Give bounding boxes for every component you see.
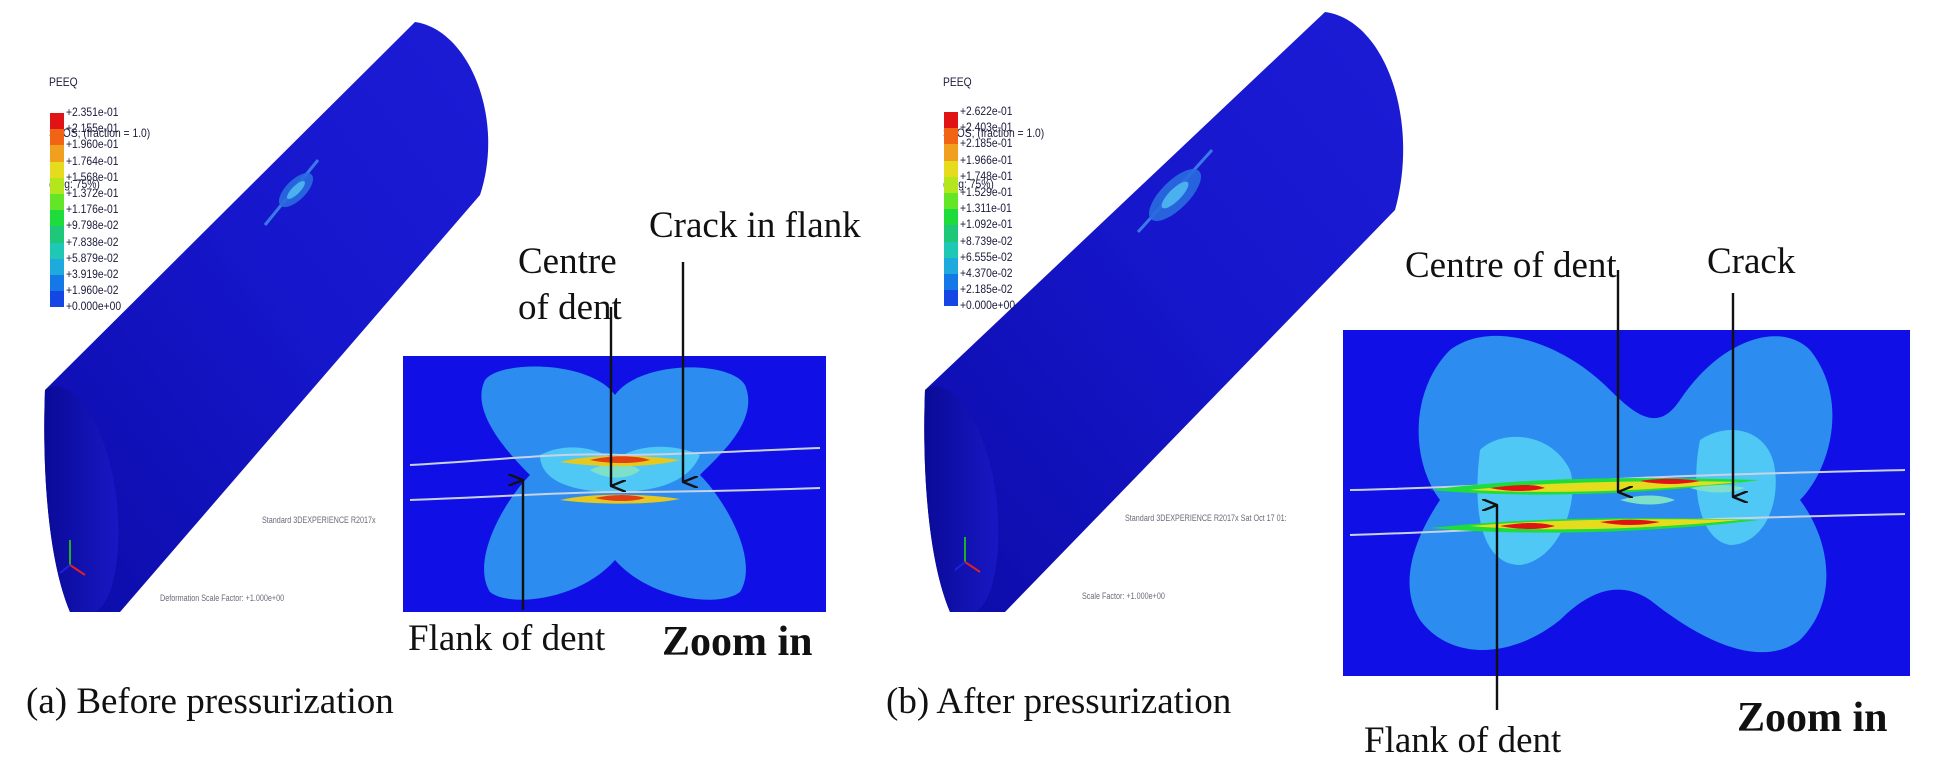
legend-b-value: +2.403e-01 — [960, 120, 1013, 135]
legend-a-value: +1.568e-01 — [66, 169, 119, 184]
legend-a-swatch — [50, 226, 64, 243]
legend-a-swatch — [50, 161, 64, 178]
label-a-flank-of-dent: Flank of dent — [408, 618, 606, 659]
pipe-b-model — [924, 12, 1404, 612]
legend-a-value: +0.000e+00 — [66, 299, 122, 314]
legend-b-swatch — [944, 176, 958, 193]
legend-b-value: +8.739e-02 — [960, 233, 1013, 248]
caption-b: (b) After pressurization — [886, 681, 1232, 722]
axis-triad-b — [954, 537, 981, 573]
legend-a-value: +5.879e-02 — [66, 250, 119, 265]
legend-b-value: +1.748e-01 — [960, 168, 1013, 183]
zoom-panel-a — [403, 356, 826, 612]
legend-a-value: +2.351e-01 — [66, 105, 119, 119]
legend-a-value: +2.155e-01 — [66, 121, 119, 136]
zoom-b-crack-upper — [1349, 469, 1906, 491]
caption-a: (a) Before pressurization — [26, 681, 394, 722]
label-a-of-dent: of dent — [518, 287, 622, 328]
viewport-a-deformation: Deformation Scale Factor: +1.000e+00 — [160, 593, 285, 603]
legend-b-swatch — [944, 273, 958, 291]
legend-a-swatch — [50, 291, 64, 308]
legend-b-swatch — [944, 112, 958, 129]
legend-b-swatch — [944, 225, 958, 242]
zoom-b-inner-left — [1477, 436, 1573, 565]
legend-b-value: +1.311e-01 — [960, 201, 1012, 216]
legend-a-variable: PEEQ — [49, 75, 78, 89]
legend-b-value: +1.966e-01 — [960, 152, 1013, 167]
legend-b-value: +2.185e-01 — [960, 136, 1013, 151]
legend-b-swatch — [944, 241, 958, 258]
viewport-a-info: Standard 3DEXPERIENCE R2017x — [262, 515, 376, 525]
legend-b-value: +1.529e-01 — [960, 184, 1013, 199]
zoom-a-crack-upper — [409, 447, 821, 466]
legend-a-swatch — [50, 258, 64, 275]
legend-a-value: +1.176e-01 — [66, 202, 119, 217]
zoom-panel-b — [1343, 330, 1910, 676]
legend-a-swatch — [50, 113, 64, 130]
legend-a-values: +2.351e-01 +2.155e-01 +1.960e-01 +1.764e… — [66, 104, 121, 314]
legend-b-variable: PEEQ — [943, 75, 972, 89]
pipe-a-end-cap — [44, 386, 119, 612]
legend-b-value: +2.622e-01 — [960, 104, 1013, 118]
label-b-crack: Crack — [1707, 241, 1796, 282]
legend-a-value: +1.764e-01 — [66, 153, 119, 168]
legend-a-swatch — [50, 210, 64, 227]
legend-a-swatch — [50, 145, 64, 162]
legend-a-swatch — [50, 177, 64, 194]
legend-b-swatch — [944, 192, 958, 210]
legend-b-value: +2.185e-02 — [960, 282, 1013, 297]
legend-b-swatch — [944, 160, 958, 177]
label-a-centre: Centre — [518, 241, 617, 282]
axis-triad-a — [59, 540, 86, 576]
pipe-a-body — [44, 22, 489, 612]
legend-b-swatch — [944, 290, 958, 307]
label-b-zoom-in: Zoom in — [1737, 695, 1888, 741]
legend-a-colorbar — [50, 113, 64, 308]
legend-a-swatch — [50, 129, 64, 146]
label-a-crack-in-flank: Crack in flank — [649, 205, 861, 246]
legend-a-swatch — [50, 242, 64, 259]
legend-a-value: +9.798e-02 — [66, 218, 119, 233]
label-b-flank-of-dent: Flank of dent — [1364, 720, 1562, 761]
label-a-zoom-in: Zoom in — [662, 619, 813, 665]
legend-b-swatch — [944, 128, 958, 145]
legend-b-swatch — [944, 209, 958, 226]
legend-a-value: +3.919e-02 — [66, 266, 119, 281]
legend-a-value: +1.960e-02 — [66, 283, 119, 298]
legend-b-value: +4.370e-02 — [960, 265, 1013, 280]
pipe-b-end-cap — [924, 386, 999, 612]
legend-b-value: +6.555e-02 — [960, 249, 1013, 264]
pipe-b-body — [924, 12, 1404, 612]
legend-a-value: +1.372e-01 — [66, 185, 119, 200]
legend-b-value: +1.092e-01 — [960, 217, 1013, 232]
zoom-a-crack-lower — [409, 487, 821, 501]
legend-a-swatch — [50, 193, 64, 211]
label-b-centre-of-dent: Centre of dent — [1405, 245, 1617, 286]
pipe-a-model — [44, 22, 489, 612]
legend-b-values: +2.622e-01 +2.403e-01 +2.185e-01 +1.966e… — [960, 103, 1015, 313]
legend-a-value: +7.838e-02 — [66, 234, 119, 249]
viewport-b-info: Standard 3DEXPERIENCE R2017x Sat Oct 17 … — [1125, 513, 1287, 523]
legend-b-value: +0.000e+00 — [960, 298, 1016, 313]
viewport-b-deformation: Scale Factor: +1.000e+00 — [1082, 591, 1165, 601]
legend-a-swatch — [50, 274, 64, 292]
legend-b-colorbar — [944, 112, 958, 307]
legend-b-swatch — [944, 257, 958, 274]
legend-b-swatch — [944, 144, 958, 161]
legend-a-value: +1.960e-01 — [66, 137, 119, 152]
